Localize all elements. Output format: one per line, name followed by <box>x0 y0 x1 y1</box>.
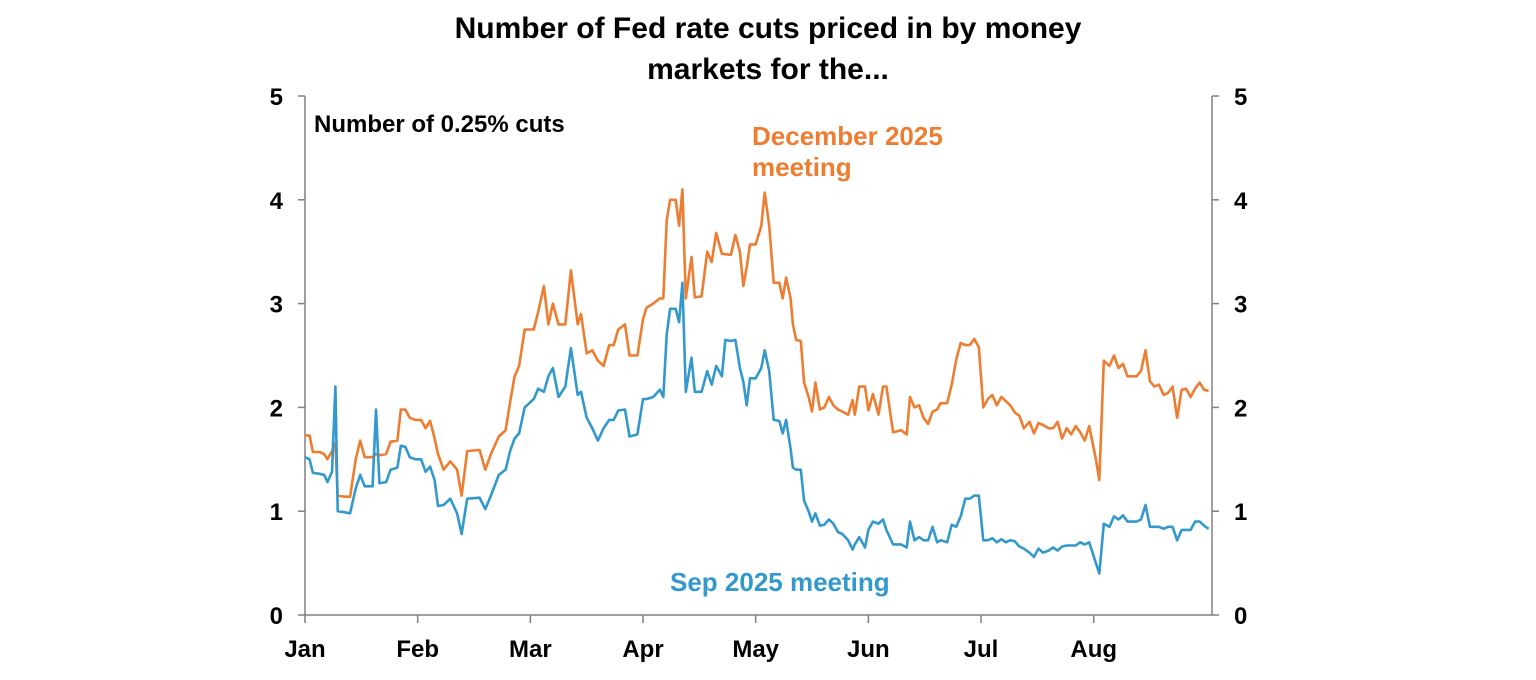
right-y-tick-label: 1 <box>1234 499 1247 526</box>
right-y-tick-label: 2 <box>1234 395 1247 422</box>
x-tick-label-jun: Jun <box>847 636 890 663</box>
left-y-tick-label: 2 <box>270 395 283 422</box>
x-tick-label-mar: Mar <box>509 636 552 663</box>
left-y-tick-label: 5 <box>270 84 283 111</box>
chart-title-line-2: markets for the... <box>647 53 889 86</box>
series-lines <box>304 188 1210 575</box>
series-label-sep: Sep 2025 meeting <box>670 567 890 597</box>
left-y-tick-label: 1 <box>270 499 283 526</box>
right-y-tick-label: 5 <box>1234 84 1247 111</box>
left-y-tick-label: 3 <box>270 292 283 319</box>
unit-label: Number of 0.25% cuts <box>314 111 565 138</box>
right-y-tick-label: 0 <box>1234 603 1247 630</box>
tick-marks <box>298 95 1219 623</box>
series-label-december-line-2: meeting <box>752 152 852 182</box>
series-line-sep-2025 <box>304 281 1210 575</box>
right-y-tick-label: 3 <box>1234 292 1247 319</box>
chart-title-line-1: Number of Fed rate cuts priced in by mon… <box>455 12 1082 45</box>
left-y-tick-label: 0 <box>270 603 283 630</box>
x-tick-label-apr: Apr <box>622 636 663 663</box>
left-y-tick-label: 4 <box>270 188 284 215</box>
x-tick-label-jan: Jan <box>284 636 325 663</box>
tick-labels: 0 0 1 1 2 2 3 3 4 4 5 5 Jan Feb Mar Apr May Jun Jul Aug <box>270 84 1248 663</box>
series-line-december-2025 <box>305 188 1209 498</box>
axes <box>304 96 1213 616</box>
x-tick-label-feb: Feb <box>396 636 439 663</box>
x-tick-label-aug: Aug <box>1070 636 1117 663</box>
x-tick-label-jul: Jul <box>964 636 999 663</box>
x-tick-label-may: May <box>732 636 779 663</box>
right-y-tick-label: 4 <box>1234 188 1248 215</box>
series-label-december-line-1: December 2025 <box>752 121 943 151</box>
